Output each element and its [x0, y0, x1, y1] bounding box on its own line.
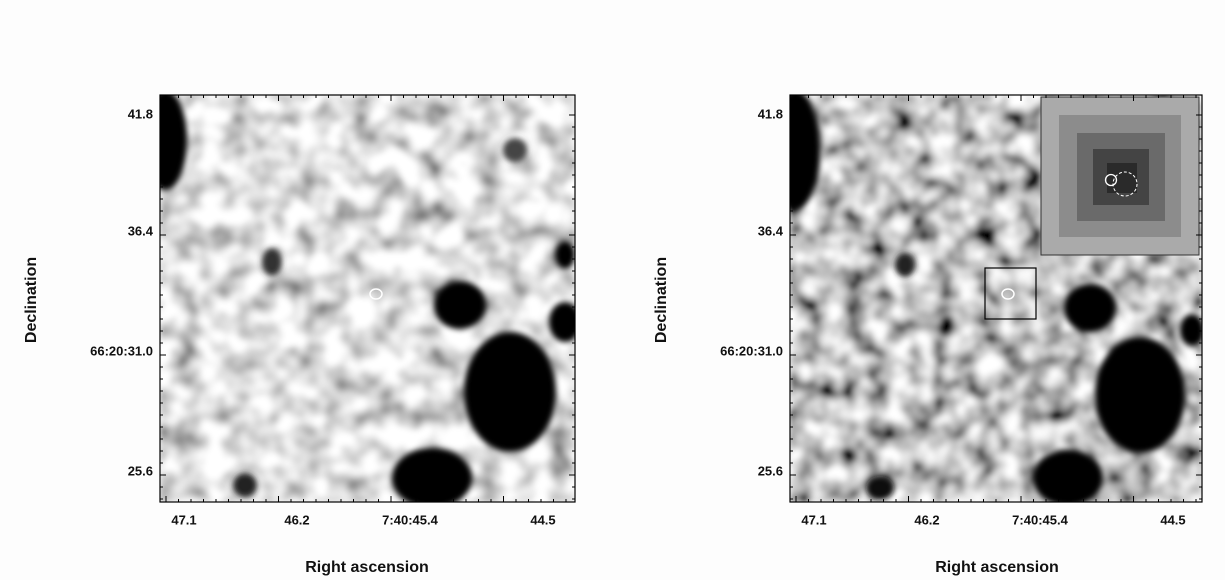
marker [369, 288, 383, 300]
y-tick-label: 36.4 [128, 223, 154, 238]
y-tick-label: 41.8 [128, 106, 153, 121]
y-tick-label: 41.8 [758, 106, 783, 121]
zoom-box [984, 267, 1037, 320]
x-tick-label: 47.1 [801, 512, 826, 527]
x-tick-label: 46.2 [284, 512, 309, 527]
x-tick-label: 46.2 [914, 512, 939, 527]
tick-marks [160, 95, 1202, 502]
sources [790, 95, 1202, 502]
y-axis-label: Declination [23, 257, 40, 343]
x-tick-label: 7:40:45.4 [382, 512, 438, 527]
y-tick-label: 36.4 [758, 223, 784, 238]
x-axis-label: Right ascension [935, 559, 1059, 576]
y-tick-label: 66:20:31.0 [720, 343, 783, 358]
inset [1040, 96, 1200, 256]
y-tick-label: 25.6 [128, 463, 153, 478]
y-axis-label: Declination [653, 257, 670, 343]
marker [1001, 288, 1015, 300]
x-tick-label: 7:40:45.4 [1012, 512, 1068, 527]
frame [159, 94, 576, 503]
y-tick-label: 25.6 [758, 463, 783, 478]
sky-image [790, 95, 1202, 502]
y-tick-label: 66:20:31.0 [90, 343, 153, 358]
x-tick-label: 44.5 [530, 512, 555, 527]
x-tick-label: 44.5 [1160, 512, 1185, 527]
x-tick-label: 47.1 [171, 512, 196, 527]
x-axis-label: Right ascension [305, 559, 429, 576]
sky-image [160, 95, 575, 502]
sources [160, 95, 575, 502]
